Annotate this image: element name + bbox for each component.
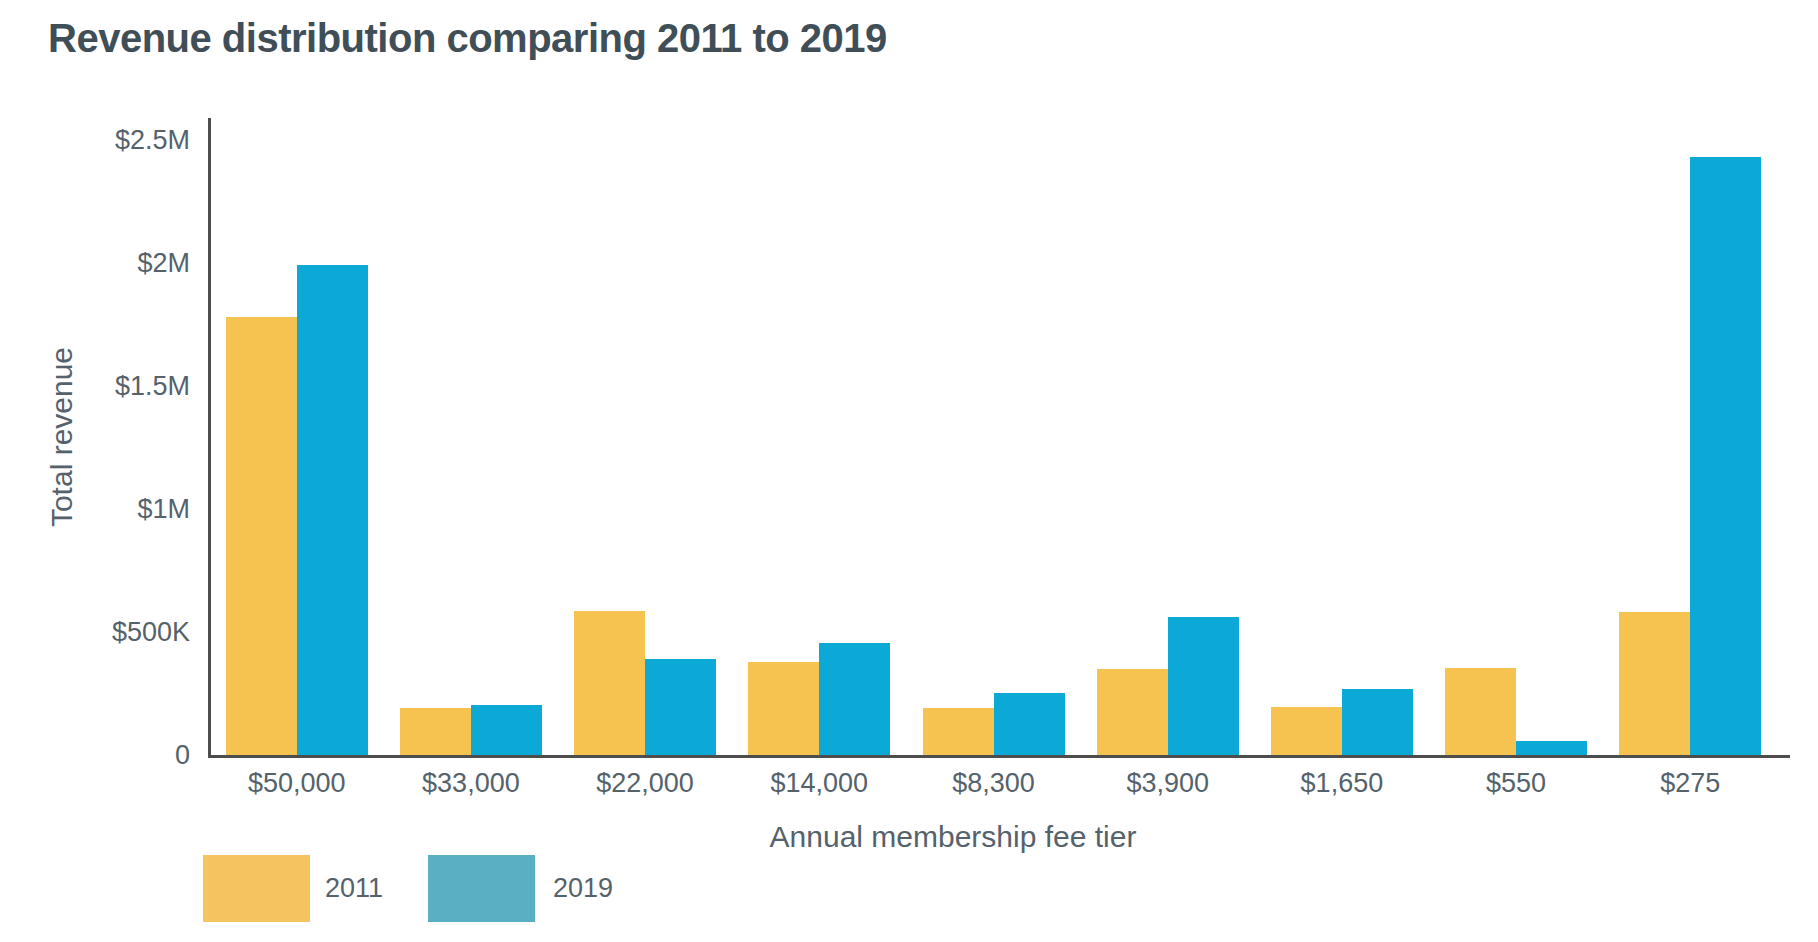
- bar-2011-8300: [923, 708, 994, 755]
- x-tick-label: $550: [1428, 768, 1604, 799]
- x-axis-title: Annual membership fee tier: [770, 820, 1137, 854]
- bar-2011-33000: [400, 708, 471, 755]
- y-tick-label: $1.5M: [115, 370, 190, 402]
- bar-2019-1650: [1342, 689, 1413, 755]
- y-tick-label: $2.5M: [115, 124, 190, 156]
- bar-2019-3900: [1168, 617, 1239, 755]
- bar-2011-275: [1619, 612, 1690, 755]
- x-tick-label: $14,000: [731, 768, 907, 799]
- legend-swatch-2019: [428, 855, 535, 922]
- bar-2019-275: [1690, 157, 1761, 755]
- bar-2019-50000: [297, 265, 368, 755]
- bar-2019-33000: [471, 705, 542, 755]
- bar-2019-550: [1516, 741, 1587, 755]
- bar-2019-22000: [645, 659, 716, 755]
- chart-canvas: Revenue distribution comparing 2011 to 2…: [0, 0, 1818, 942]
- y-tick-label: 0: [175, 739, 190, 771]
- y-tick-label: $1M: [137, 493, 190, 525]
- x-tick-label: $8,300: [906, 768, 1082, 799]
- x-tick-label: $50,000: [209, 768, 385, 799]
- bar-2011-1650: [1271, 707, 1342, 755]
- x-axis-line: [208, 755, 1790, 758]
- bar-2019-8300: [994, 693, 1065, 755]
- y-tick-label: $500K: [112, 616, 190, 648]
- bar-2011-50000: [226, 317, 297, 755]
- bar-2011-550: [1445, 668, 1516, 755]
- x-tick-label: $275: [1602, 768, 1778, 799]
- chart-title: Revenue distribution comparing 2011 to 2…: [48, 16, 887, 61]
- legend-label-2011: 2011: [325, 871, 383, 905]
- bar-2011-22000: [574, 611, 645, 755]
- y-axis-title: Total revenue: [45, 347, 79, 527]
- x-tick-label: $3,900: [1080, 768, 1256, 799]
- x-tick-label: $22,000: [557, 768, 733, 799]
- bar-2019-14000: [819, 643, 890, 755]
- legend-label-2019: 2019: [553, 871, 613, 905]
- y-tick-label: $2M: [137, 247, 190, 279]
- y-axis-line: [208, 118, 211, 758]
- bar-2011-14000: [748, 662, 819, 755]
- x-tick-label: $33,000: [383, 768, 559, 799]
- x-tick-label: $1,650: [1254, 768, 1430, 799]
- bar-2011-3900: [1097, 669, 1168, 755]
- legend-swatch-2011: [203, 855, 310, 922]
